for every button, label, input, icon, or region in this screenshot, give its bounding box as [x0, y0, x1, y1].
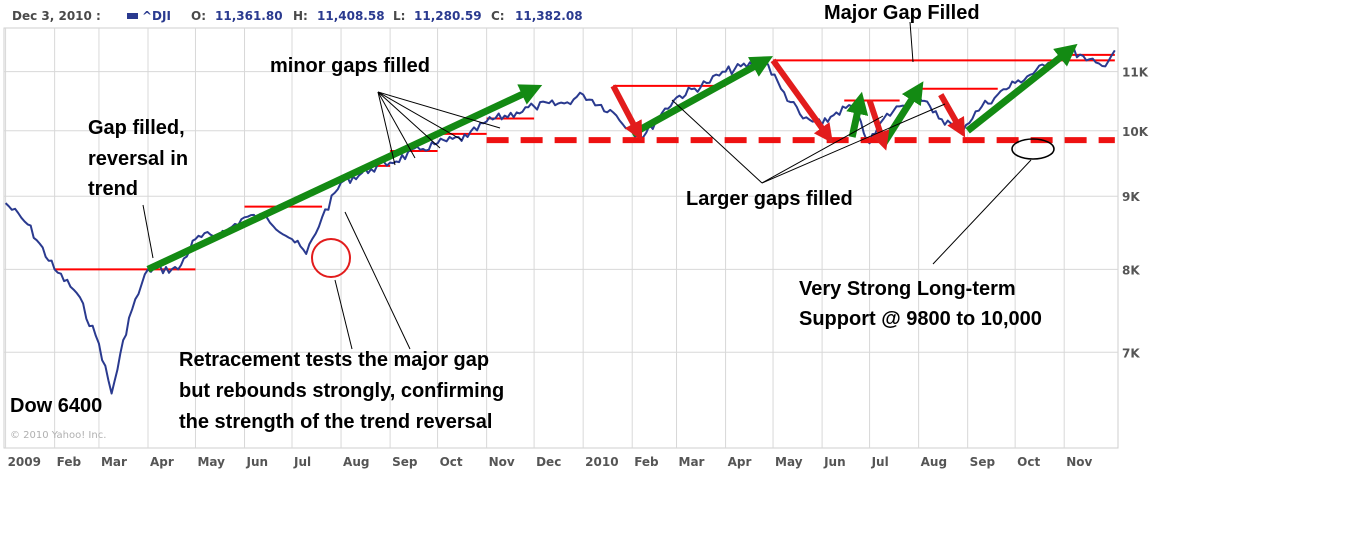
- x-tick-label: Feb: [57, 455, 82, 469]
- dow-low-label: Dow 6400: [10, 395, 102, 417]
- minor-gap-pointer: [377, 91, 463, 141]
- series-swatch: [127, 13, 138, 19]
- support-label-line2: Support @ 9800 to 10,000: [799, 308, 1042, 330]
- minor-gap-pointer: [377, 91, 501, 129]
- gap-filled-label-line2: reversal in: [88, 148, 188, 170]
- x-tick-label: 2010: [585, 455, 618, 469]
- pullback-arrow: [866, 99, 890, 151]
- x-tick-label: Apr: [150, 455, 174, 469]
- x-tick-label: Jul: [293, 455, 311, 469]
- x-tick-label: Nov: [489, 455, 515, 469]
- x-tick-label: Jul: [871, 455, 889, 469]
- copyright-text: © 2010 Yahoo! Inc.: [10, 430, 106, 441]
- x-tick-label: 2009: [8, 455, 41, 469]
- quote-symbol: ^DJI: [142, 9, 171, 23]
- quote-header: Dec 3, 2010 : ^DJI O: 11,361.80 H: 11,40…: [12, 9, 583, 23]
- uptrend-arrow: [846, 91, 869, 138]
- open-value: 11,361.80: [215, 9, 283, 23]
- support-ellipse: [1011, 138, 1055, 160]
- larger-gaps-label: Larger gaps filled: [686, 188, 853, 210]
- x-tick-label: Aug: [343, 455, 369, 469]
- retracement-label-line3: the strength of the trend reversal: [179, 411, 492, 433]
- y-tick-label: 7K: [1122, 346, 1140, 360]
- retracement-circle: [311, 238, 351, 278]
- x-axis: 2009 Feb Mar Apr May Jun Jul Aug Sep Oct Nov Dec 201…: [8, 455, 1093, 469]
- larger-gap-pointer: [761, 115, 884, 184]
- support-pointer: [932, 159, 1032, 265]
- x-tick-label: Dec: [536, 455, 561, 469]
- y-tick-label: 11K: [1122, 66, 1149, 80]
- major-gap-label: Major Gap Filled: [824, 2, 980, 24]
- x-tick-label: May: [197, 455, 225, 469]
- quote-date: Dec 3, 2010 :: [12, 9, 101, 23]
- minor-gap-pointer: [377, 91, 441, 149]
- close-value: 11,382.08: [515, 9, 583, 23]
- uptrend-arrow: [965, 43, 1078, 134]
- x-tick-label: Mar: [101, 455, 127, 469]
- larger-gap-pointer: [761, 103, 946, 184]
- x-tick-label: Oct: [1017, 455, 1040, 469]
- minor-gap-pointer: [377, 91, 416, 159]
- x-tick-label: Apr: [728, 455, 752, 469]
- close-label: C:: [491, 9, 505, 23]
- x-tick-label: Nov: [1066, 455, 1092, 469]
- pullback-arrow: [610, 84, 643, 141]
- x-tick-label: May: [775, 455, 803, 469]
- high-value: 11,408.58: [317, 9, 385, 23]
- callout-lines: [142, 21, 1032, 350]
- minor-gap-pointer: [377, 91, 396, 166]
- x-tick-label: Sep: [392, 455, 418, 469]
- y-tick-label: 9K: [1122, 190, 1140, 204]
- gap-filled-pointer: [142, 204, 154, 259]
- retracement-pointer: [344, 211, 411, 350]
- retracement-pointer: [334, 279, 353, 350]
- retracement-label-line1: Retracement tests the major gap: [179, 349, 489, 371]
- y-tick-label: 8K: [1122, 263, 1140, 277]
- open-label: O:: [191, 9, 206, 23]
- plot-area: [3, 27, 1119, 449]
- y-tick-label: 10K: [1122, 125, 1149, 139]
- x-tick-label: Feb: [634, 455, 659, 469]
- x-tick-label: Aug: [921, 455, 947, 469]
- pullback-arrow: [938, 93, 966, 138]
- gap-filled-label-line3: trend: [88, 178, 138, 200]
- uptrend-arrow: [880, 81, 924, 146]
- y-axis: 11K 10K 9K 8K 7K: [1122, 66, 1149, 361]
- low-value: 11,280.59: [414, 9, 482, 23]
- uptrend-arrow: [630, 56, 773, 137]
- high-label: H:: [293, 9, 308, 23]
- support-label-line1: Very Strong Long-term: [799, 278, 1016, 300]
- x-tick-label: Mar: [679, 455, 705, 469]
- x-tick-label: Sep: [970, 455, 996, 469]
- x-tick-label: Oct: [440, 455, 463, 469]
- larger-gap-pointer: [671, 99, 763, 184]
- gap-filled-label-line1: Gap filled,: [88, 117, 185, 139]
- low-label: L:: [393, 9, 405, 23]
- pullback-arrow: [770, 58, 833, 144]
- x-tick-label: Jun: [246, 455, 269, 469]
- minor-gaps-label: minor gaps filled: [270, 55, 430, 77]
- x-tick-label: Jun: [823, 455, 846, 469]
- retracement-label-line2: but rebounds strongly, confirming: [179, 380, 504, 402]
- major-gap-pointer: [909, 21, 914, 63]
